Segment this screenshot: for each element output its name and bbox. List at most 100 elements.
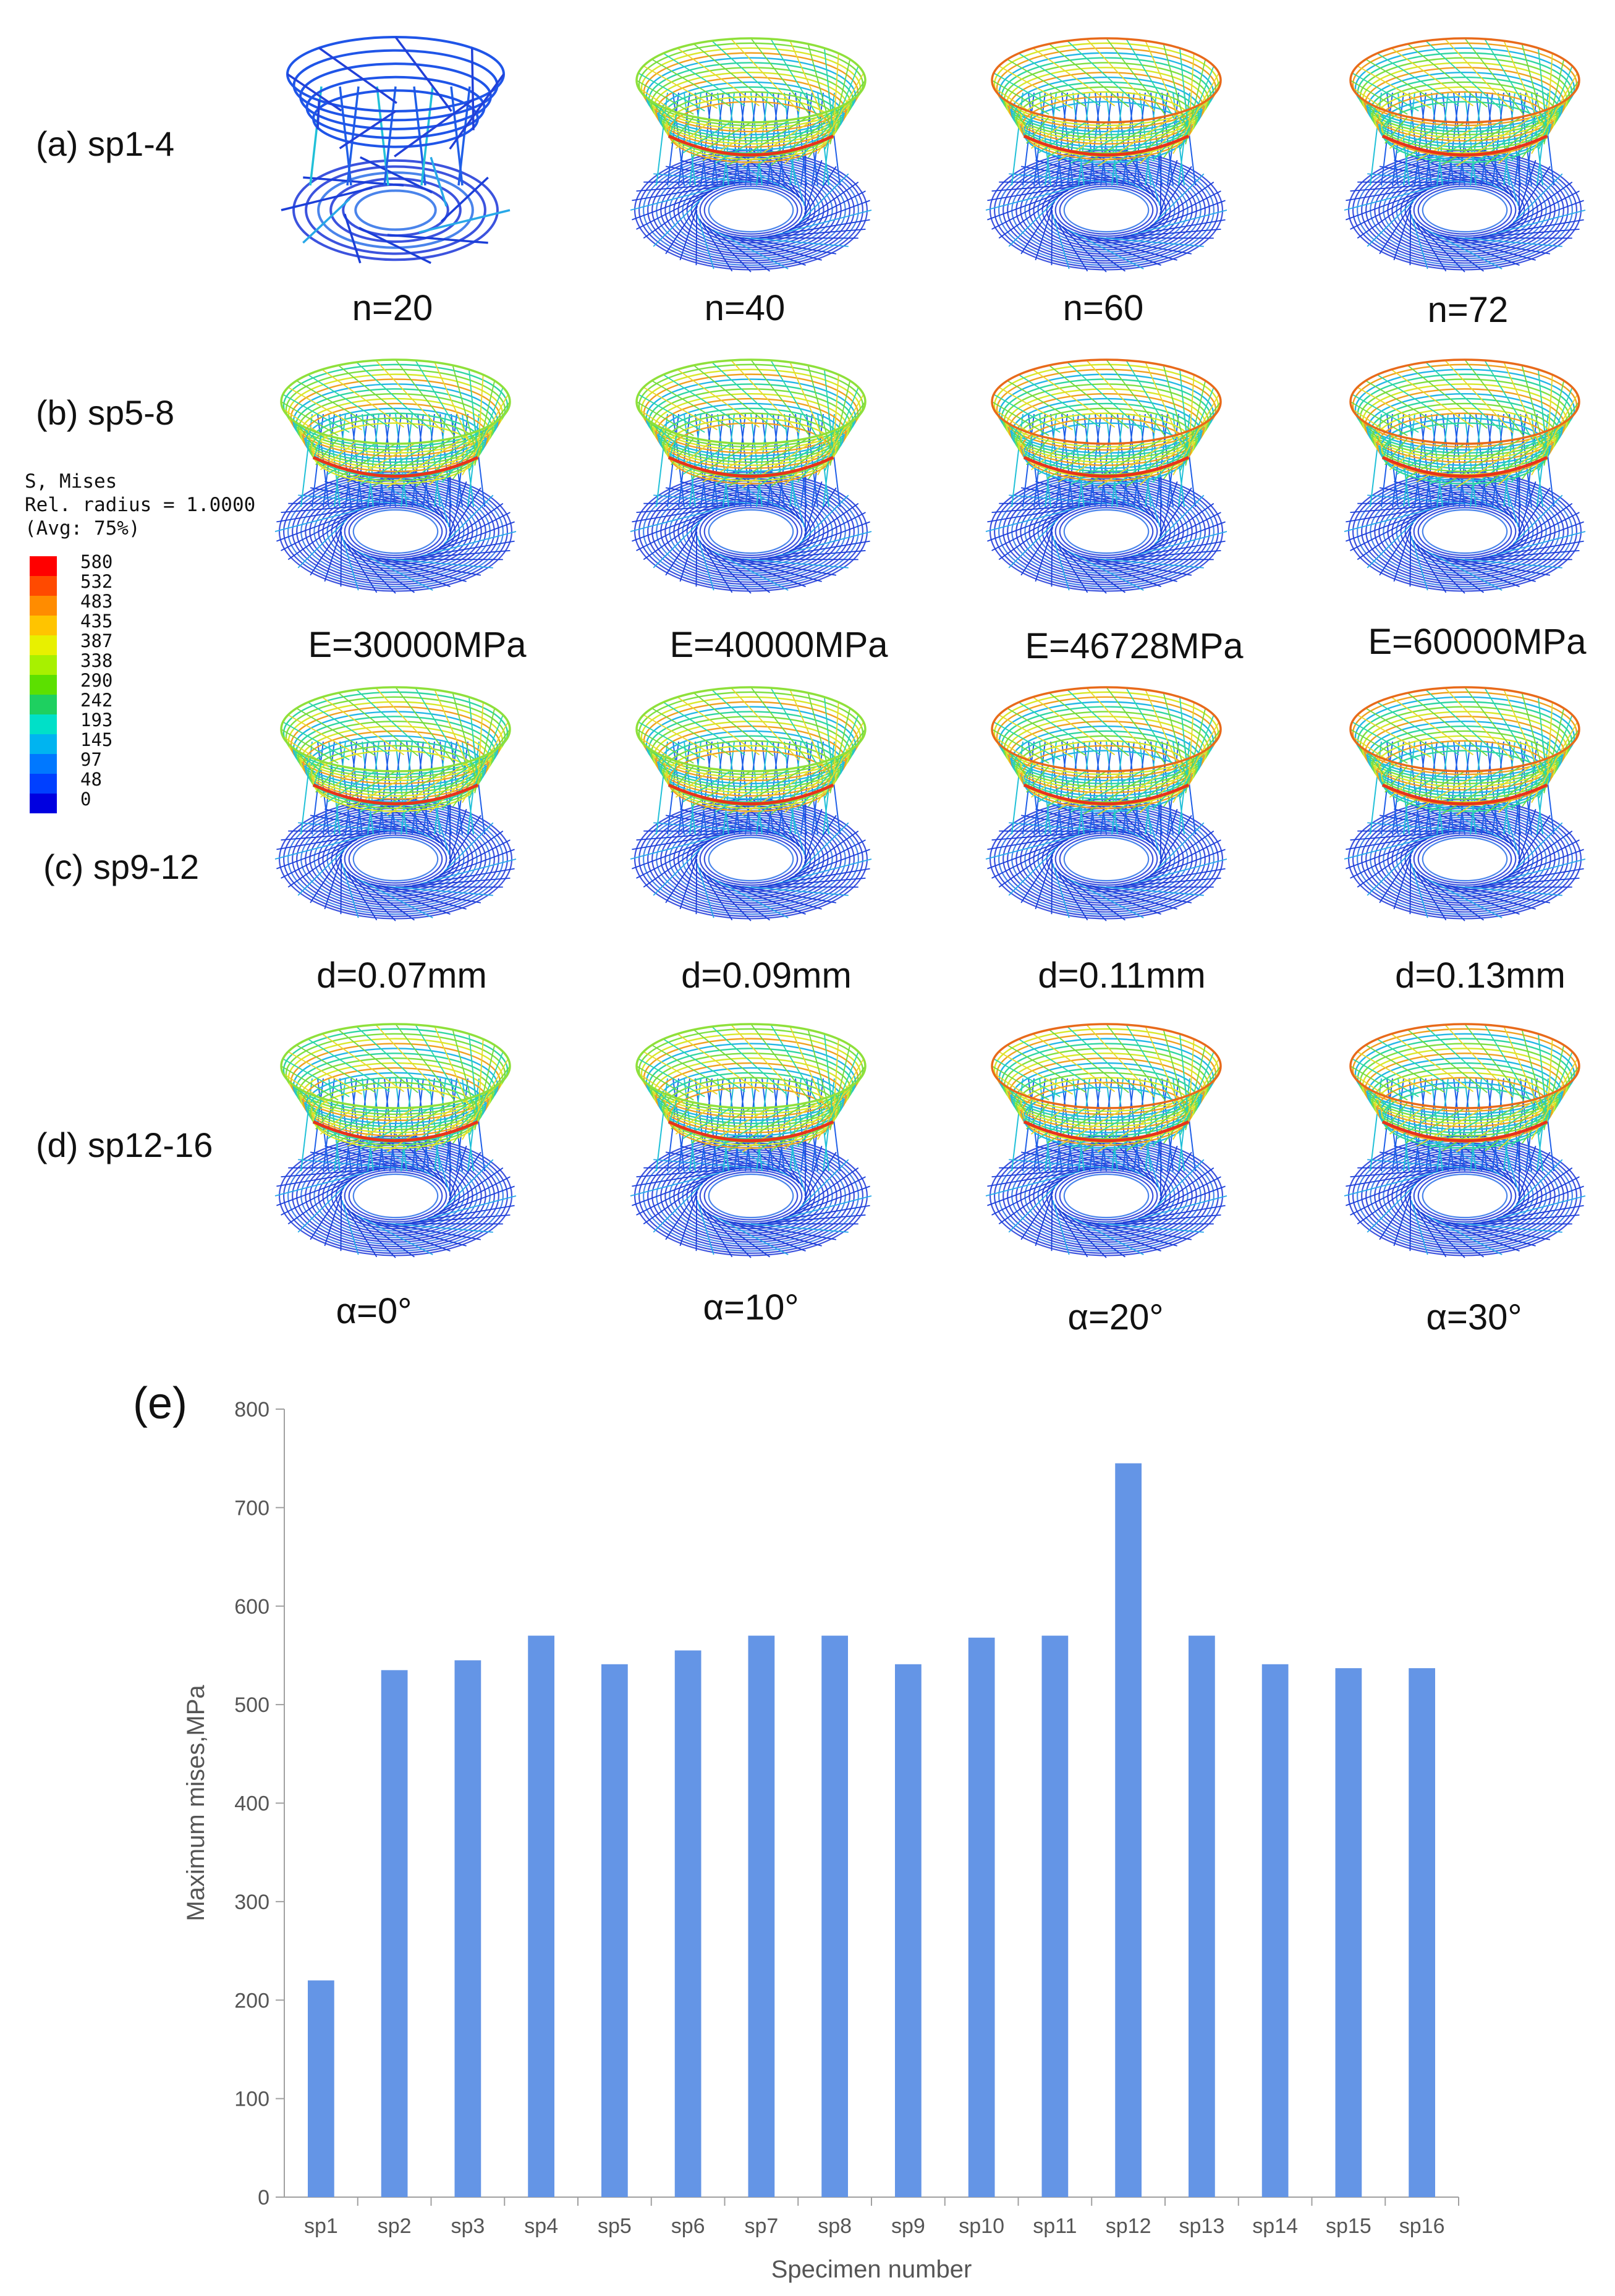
stent-image [630, 37, 872, 273]
legend-title-3: (Avg: 75%) [25, 517, 140, 540]
y-tick-label: 300 [234, 1891, 269, 1914]
legend-color-scale: 580 532 483 435 387 338 290 242 193 145 97 48 0 [30, 551, 112, 813]
cell-label-b4: E=60000MPa [1368, 622, 1587, 662]
cell-label-d1: α=0° [336, 1291, 412, 1331]
cell-label-d2: α=10° [703, 1287, 799, 1328]
legend-value: 290 [80, 670, 113, 691]
x-tick-label: sp13 [1179, 2214, 1225, 2238]
legend-value: 145 [80, 729, 113, 750]
stent-image [985, 1023, 1227, 1258]
legend-swatch [30, 754, 57, 774]
legend-swatch [30, 675, 57, 695]
legend-value: 338 [80, 650, 113, 671]
stent-image [1344, 37, 1586, 273]
legend-swatch [30, 556, 57, 576]
cell-label-d4: α=30° [1426, 1297, 1522, 1337]
bar-sp1 [308, 1980, 334, 2197]
legend-value: 0 [80, 789, 91, 810]
stent-image [274, 1023, 517, 1258]
row-label-b: (b) sp5-8 [36, 393, 175, 432]
bar-sp9 [895, 1664, 922, 2197]
x-tick-label: sp3 [451, 2214, 485, 2238]
bar-sp2 [381, 1670, 408, 2197]
stent-image [274, 686, 517, 921]
bar-sp15 [1335, 1668, 1362, 2197]
bar-sp10 [968, 1637, 995, 2197]
cell-label-b2: E=40000MPa [669, 625, 888, 665]
bar-sp14 [1261, 1664, 1289, 2197]
legend-title-2: Rel. radius = 1.0000 [25, 494, 256, 516]
stent-image [630, 358, 872, 594]
row-label-c: (c) sp9-12 [43, 847, 200, 886]
row-label-d: (d) sp12-16 [36, 1125, 213, 1164]
y-tick-label: 600 [234, 1595, 269, 1619]
legend-swatch [30, 596, 57, 616]
bar-sp12 [1115, 1463, 1142, 2197]
legend-value: 387 [80, 630, 113, 651]
bar-sp6 [674, 1650, 702, 2197]
row-label-a: (a) sp1-4 [36, 124, 175, 163]
y-tick-label: 0 [258, 2186, 269, 2209]
x-tick-label: sp15 [1326, 2214, 1371, 2238]
x-tick-label: sp4 [524, 2214, 558, 2238]
x-tick-label: sp8 [818, 2214, 852, 2238]
cell-label-b3: E=46728MPa [1025, 626, 1244, 666]
x-tick-label: sp10 [959, 2214, 1004, 2238]
stent-image [985, 686, 1227, 921]
legend-value: 483 [80, 591, 113, 612]
x-tick-label: sp1 [304, 2214, 338, 2238]
stent-image [1344, 1023, 1586, 1258]
stress-legend: S, Mises Rel. radius = 1.0000 (Avg: 75%)… [25, 470, 256, 813]
legend-swatch [30, 714, 57, 734]
legend-swatch [30, 576, 57, 596]
y-tick-label: 800 [234, 1398, 269, 1421]
x-tick-label: sp7 [744, 2214, 778, 2238]
bar-sp16 [1409, 1668, 1435, 2197]
cell-label-d3: α=20° [1067, 1297, 1164, 1337]
bar-chart: 0 100 200 300 400 500 600 700 800 sp1 sp2 sp3 sp4 sp5… [182, 1398, 1459, 2283]
cell-label-a1: n=20 [352, 288, 433, 328]
bar-sp11 [1041, 1635, 1069, 2197]
x-tick-label: sp16 [1399, 2214, 1445, 2238]
panel-e-label: (e) [133, 1379, 187, 1428]
bar-sp5 [601, 1664, 628, 2197]
x-tick-label: sp14 [1252, 2214, 1298, 2238]
legend-swatch [30, 616, 57, 635]
bar-sp8 [821, 1635, 848, 2197]
y-tick-label: 700 [234, 1496, 269, 1520]
legend-swatch [30, 635, 57, 655]
legend-swatch [30, 734, 57, 754]
x-axis-label: Specimen number [771, 2256, 972, 2283]
legend-title-1: S, Mises [25, 470, 117, 493]
x-tick-label: sp11 [1033, 2214, 1077, 2238]
legend-value: 580 [80, 551, 113, 572]
x-tick-label: sp5 [598, 2214, 632, 2238]
x-tick-label: sp6 [671, 2214, 705, 2238]
cell-label-c4: d=0.13mm [1395, 955, 1566, 996]
bar-sp4 [528, 1635, 554, 2197]
cell-label-c2: d=0.09mm [681, 955, 852, 996]
y-tick-label: 500 [234, 1693, 269, 1717]
cell-label-b1: E=30000MPa [308, 625, 527, 665]
stent-image [281, 36, 511, 265]
y-axis-label: Maximum mises,MPa [182, 1685, 210, 1921]
y-tick-label: 100 [234, 2088, 269, 2111]
stent-image [1344, 686, 1586, 921]
legend-value: 435 [80, 611, 113, 632]
stent-image [274, 358, 517, 594]
stent-image [985, 358, 1227, 594]
legend-value: 193 [80, 710, 113, 731]
stent-image [630, 686, 872, 921]
legend-swatch [30, 794, 57, 813]
bar-sp3 [454, 1660, 481, 2197]
legend-swatch [30, 774, 57, 794]
legend-swatch [30, 695, 57, 714]
cell-label-a4: n=72 [1427, 290, 1509, 330]
cell-label-c1: d=0.07mm [316, 955, 487, 996]
x-tick-label: sp9 [891, 2214, 925, 2238]
legend-value: 532 [80, 571, 113, 592]
stent-image [1344, 358, 1586, 594]
x-tick-label: sp12 [1106, 2214, 1151, 2238]
stent-image [985, 37, 1227, 273]
legend-value: 242 [80, 690, 113, 711]
